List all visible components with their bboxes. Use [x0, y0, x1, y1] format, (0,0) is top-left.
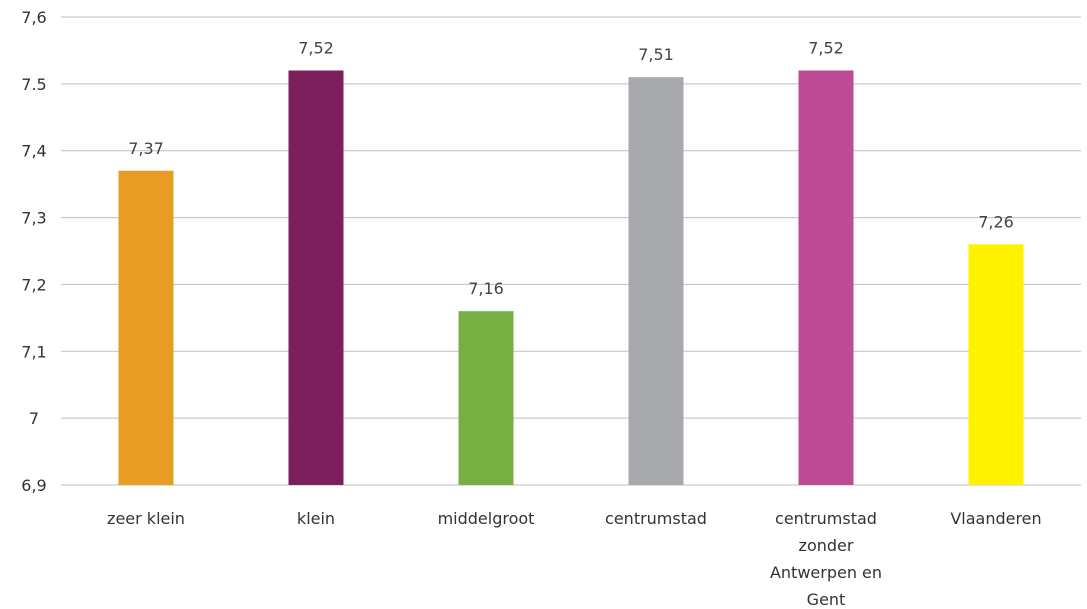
bars — [118, 70, 1024, 486]
y-tick-label: 6,9 — [21, 476, 46, 495]
gridlines — [61, 16, 1081, 486]
data-labels: 7,37 7,52 7,16 7,51 7,52 7,26 — [128, 38, 1014, 298]
x-tick-label: Vlaanderen — [950, 509, 1041, 528]
y-tick-label: 7,4 — [21, 142, 46, 161]
data-label: 7,37 — [128, 139, 164, 158]
bar — [288, 70, 344, 485]
y-tick-label: 7,1 — [21, 342, 46, 361]
bar — [798, 70, 854, 485]
y-axis-tick-labels: 6,9 7 7,1 7,2 7,3 7,4 7.5 7,6 — [21, 8, 46, 495]
y-tick-label: 7,6 — [21, 8, 46, 27]
bar — [628, 77, 684, 486]
x-tick-label: centrumstad — [775, 509, 877, 528]
x-axis-tick-labels: zeer klein klein middelgroot centrumstad cen… — [107, 509, 1042, 609]
bar — [968, 244, 1024, 485]
x-tick-label: Gent — [807, 590, 846, 609]
x-tick-label: klein — [297, 509, 335, 528]
x-tick-label: centrumstad — [605, 509, 707, 528]
x-tick-label: zonder — [799, 536, 854, 555]
data-label: 7,16 — [468, 279, 504, 298]
x-tick-label: Antwerpen en — [770, 563, 882, 582]
bar — [458, 311, 514, 485]
data-label: 7,52 — [808, 38, 844, 57]
data-label: 7,52 — [298, 38, 334, 57]
y-tick-label: 7,3 — [21, 209, 46, 228]
y-tick-label: 7.5 — [21, 75, 46, 94]
x-tick-label: zeer klein — [107, 509, 185, 528]
y-tick-label: 7,2 — [21, 275, 46, 294]
data-label: 7,51 — [638, 45, 674, 64]
data-label: 7,26 — [978, 212, 1014, 231]
bar — [118, 170, 174, 485]
x-tick-label: middelgroot — [438, 509, 535, 528]
y-tick-label: 7 — [29, 409, 39, 428]
